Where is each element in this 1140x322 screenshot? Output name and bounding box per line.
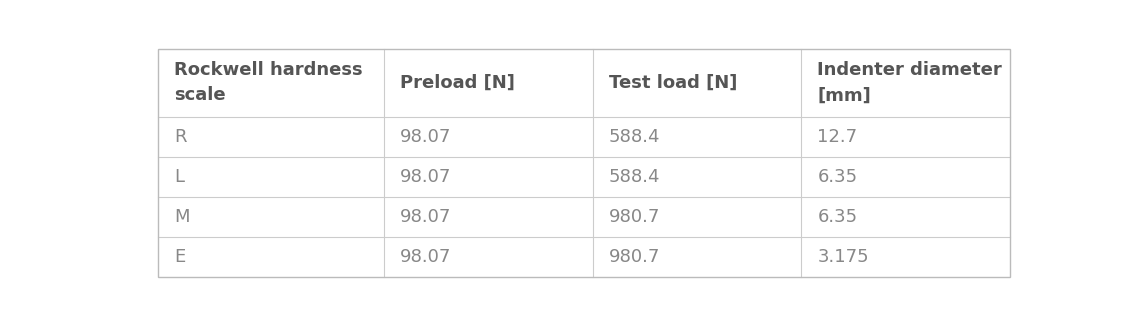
Text: E: E	[174, 248, 186, 266]
Text: R: R	[174, 128, 187, 146]
Text: 6.35: 6.35	[817, 168, 857, 186]
Text: 98.07: 98.07	[400, 208, 451, 226]
Text: 12.7: 12.7	[817, 128, 857, 146]
Text: Preload [N]: Preload [N]	[400, 74, 515, 92]
Text: Indenter diameter
[mm]: Indenter diameter [mm]	[817, 61, 1002, 104]
Text: 98.07: 98.07	[400, 168, 451, 186]
Text: M: M	[174, 208, 189, 226]
Text: 3.175: 3.175	[817, 248, 869, 266]
Text: 6.35: 6.35	[817, 208, 857, 226]
Text: 98.07: 98.07	[400, 248, 451, 266]
Text: Test load [N]: Test load [N]	[609, 74, 738, 92]
Text: L: L	[174, 168, 185, 186]
Text: 98.07: 98.07	[400, 128, 451, 146]
Text: 588.4: 588.4	[609, 128, 660, 146]
Text: 980.7: 980.7	[609, 208, 660, 226]
Text: 980.7: 980.7	[609, 248, 660, 266]
Text: 588.4: 588.4	[609, 168, 660, 186]
Text: Rockwell hardness
scale: Rockwell hardness scale	[174, 61, 363, 104]
